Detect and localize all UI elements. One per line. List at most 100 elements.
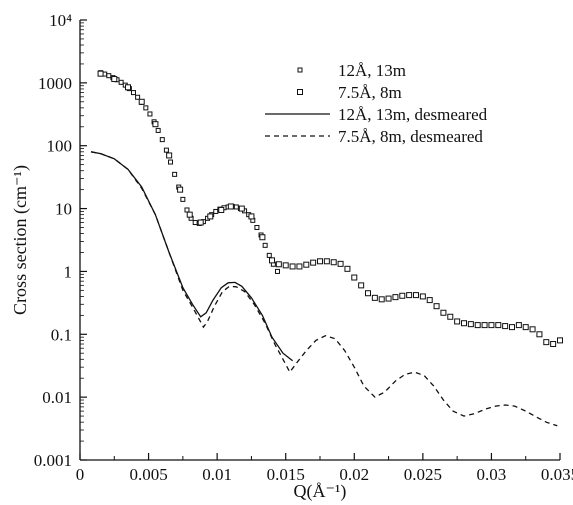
x-tick-label: 0.035 [541,465,573,484]
data-point [330,259,337,266]
data-point [502,323,509,330]
data-point [254,224,260,230]
data-point [467,321,474,328]
data-point [358,282,365,289]
data-point [213,208,219,214]
data-point [440,309,447,316]
data-point [184,207,190,213]
data-point [509,324,515,331]
data-point [282,262,289,269]
data-point [138,98,145,105]
data-point [419,293,426,300]
data-point [296,263,303,270]
data-point [399,292,406,299]
legend-swatch-marker [297,89,303,95]
data-point [266,252,272,258]
data-point [488,322,495,329]
data-point [238,205,245,212]
legend-label: 7.5Å, 8m [338,83,402,102]
data-point [152,121,159,128]
data-point [111,76,118,83]
x-tick-label: 0.01 [202,465,232,484]
data-point [303,261,310,268]
data-point [351,274,358,281]
data-point [433,303,440,310]
data-point [159,137,165,143]
data-point [97,70,104,77]
x-tick-label: 0.025 [404,465,442,484]
x-tick-label: 0.03 [477,465,507,484]
data-point [168,159,174,165]
data-point [118,79,124,85]
data-point [143,105,149,111]
data-point [147,111,153,117]
x-tick-label: 0 [76,465,85,484]
data-point [262,242,268,248]
x-tick-label: 0.02 [339,465,369,484]
series-line [90,151,558,427]
data-point [259,234,266,241]
data-point [197,219,204,226]
series-2 [97,70,563,348]
y-tick-label: 10 [55,200,72,219]
legend-label: 7.5Å, 8m, desmeared [338,127,483,146]
data-point [371,294,378,301]
data-point [447,313,454,320]
data-point [323,258,330,265]
series-3 [90,151,294,362]
data-point [515,322,522,329]
legend-label: 12Å, 13m [338,61,406,80]
data-point [406,292,413,299]
data-point [317,258,323,265]
data-point [192,220,198,226]
data-point [186,211,193,218]
ticks: 0 0.005 0.01 0.015 0.02 0.025 0.03 0.035 0.001 0.… [34,11,573,484]
series-4 [90,151,558,427]
data-point [218,206,225,213]
data-point [177,186,184,193]
legend-label: 12Å, 13m, desmeared [338,105,488,124]
y-tick-label: 0.01 [42,388,72,407]
data-point [207,213,214,220]
data-point [543,339,550,346]
data-point [481,322,488,329]
data-point [310,259,317,266]
data-point [166,152,173,159]
data-point [163,147,169,153]
data-point [125,84,131,91]
data-point [248,213,255,220]
data-point [529,326,536,333]
y-tick-label: 10⁴ [49,11,72,30]
series-1 [98,70,280,274]
data-point [413,292,419,299]
y-tick-label: 1 [64,262,73,281]
x-tick-label: 0.005 [129,465,167,484]
data-point [269,257,275,264]
data-point [275,261,282,268]
data-point [180,196,186,202]
data-point [106,73,112,79]
data-point [274,268,280,274]
y-tick-label: 0.001 [34,451,72,470]
series-layer [90,70,563,427]
y-tick-label: 0.1 [51,325,72,344]
data-point [392,294,399,301]
data-point [454,318,461,325]
axes [79,20,560,461]
data-point [557,337,563,344]
data-point [461,320,467,327]
data-point [130,90,136,96]
data-point [135,94,141,100]
data-point [233,204,239,210]
data-point [337,260,344,267]
data-point [550,341,557,348]
y-axis-title: Cross section (cm⁻¹) [10,165,31,315]
y-tick-label: 1000 [38,74,72,93]
data-point [378,296,385,303]
legend-swatch-marker [297,67,303,73]
data-point [344,265,351,272]
data-point [155,127,161,133]
data-point [495,322,502,329]
data-point [474,322,481,329]
